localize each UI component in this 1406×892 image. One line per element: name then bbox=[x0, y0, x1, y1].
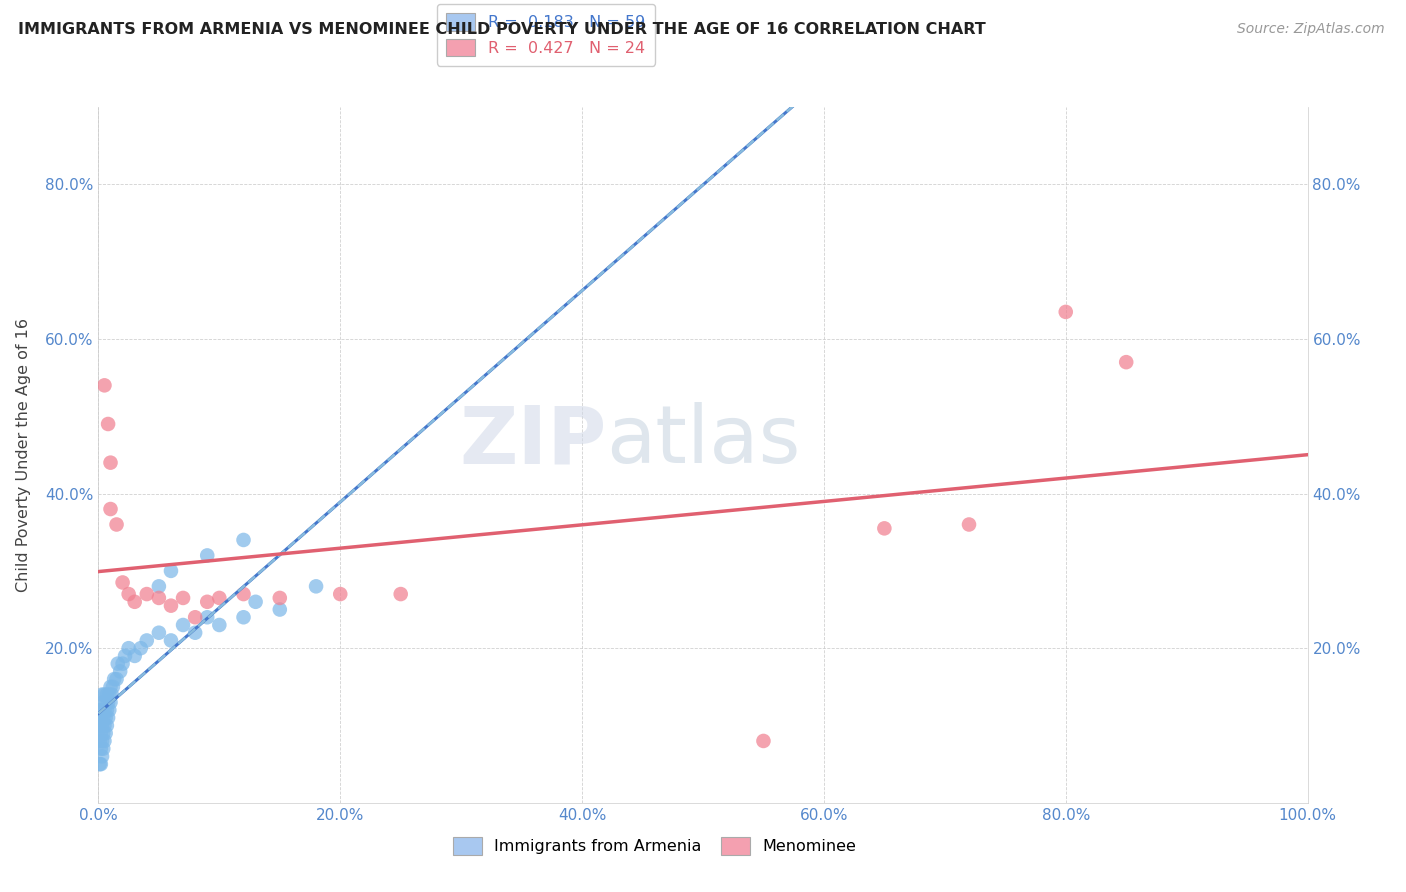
Point bbox=[148, 591, 170, 605]
Point bbox=[108, 665, 131, 679]
Point bbox=[105, 672, 128, 686]
Point bbox=[160, 599, 183, 613]
Point bbox=[89, 734, 111, 748]
Point bbox=[90, 711, 112, 725]
Point bbox=[98, 688, 121, 702]
Point bbox=[97, 417, 120, 431]
Point bbox=[111, 575, 134, 590]
Point bbox=[232, 533, 254, 547]
Point bbox=[91, 749, 114, 764]
Point bbox=[100, 502, 122, 516]
Point bbox=[91, 695, 114, 709]
Point bbox=[97, 711, 120, 725]
Point bbox=[1054, 305, 1077, 319]
Point bbox=[232, 587, 254, 601]
Point bbox=[160, 633, 183, 648]
Point bbox=[389, 587, 412, 601]
Point bbox=[100, 695, 122, 709]
Point bbox=[100, 680, 122, 694]
Text: Source: ZipAtlas.com: Source: ZipAtlas.com bbox=[1237, 22, 1385, 37]
Point bbox=[245, 595, 267, 609]
Point bbox=[100, 688, 122, 702]
Point bbox=[957, 517, 980, 532]
Point bbox=[195, 595, 218, 609]
Point bbox=[89, 757, 111, 772]
Point bbox=[114, 648, 136, 663]
Point bbox=[118, 641, 141, 656]
Point bbox=[124, 595, 146, 609]
Point bbox=[90, 726, 112, 740]
Point bbox=[208, 591, 231, 605]
Point bbox=[118, 587, 141, 601]
Point bbox=[752, 734, 775, 748]
Point bbox=[91, 726, 114, 740]
Point bbox=[93, 718, 115, 732]
Point bbox=[91, 718, 114, 732]
Point bbox=[97, 695, 120, 709]
Point bbox=[91, 734, 114, 748]
Point bbox=[96, 718, 118, 732]
Point bbox=[269, 602, 291, 616]
Point bbox=[93, 378, 115, 392]
Point bbox=[91, 741, 114, 756]
Point bbox=[232, 610, 254, 624]
Point bbox=[89, 703, 111, 717]
Point bbox=[195, 549, 218, 563]
Point bbox=[96, 688, 118, 702]
Point bbox=[93, 703, 115, 717]
Point bbox=[90, 757, 112, 772]
Point bbox=[1115, 355, 1137, 369]
Point bbox=[94, 711, 117, 725]
Point bbox=[91, 711, 114, 725]
Text: IMMIGRANTS FROM ARMENIA VS MENOMINEE CHILD POVERTY UNDER THE AGE OF 16 CORRELATI: IMMIGRANTS FROM ARMENIA VS MENOMINEE CHI… bbox=[18, 22, 986, 37]
Point bbox=[111, 657, 134, 671]
Point bbox=[129, 641, 152, 656]
Point bbox=[873, 521, 896, 535]
Point bbox=[172, 618, 194, 632]
Point bbox=[94, 695, 117, 709]
Point bbox=[148, 625, 170, 640]
Point bbox=[94, 726, 117, 740]
Point bbox=[148, 579, 170, 593]
Text: atlas: atlas bbox=[606, 402, 800, 480]
Point bbox=[184, 625, 207, 640]
Point bbox=[135, 633, 157, 648]
Legend: Immigrants from Armenia, Menominee: Immigrants from Armenia, Menominee bbox=[447, 830, 863, 861]
Point bbox=[91, 688, 114, 702]
Point bbox=[195, 610, 218, 624]
Point bbox=[93, 688, 115, 702]
Point bbox=[124, 648, 146, 663]
Point bbox=[105, 517, 128, 532]
Point bbox=[172, 591, 194, 605]
Point bbox=[96, 703, 118, 717]
Point bbox=[101, 680, 124, 694]
Point bbox=[89, 718, 111, 732]
Point bbox=[160, 564, 183, 578]
Point bbox=[269, 591, 291, 605]
Point bbox=[208, 618, 231, 632]
Point bbox=[91, 703, 114, 717]
Text: ZIP: ZIP bbox=[458, 402, 606, 480]
Point bbox=[90, 741, 112, 756]
Y-axis label: Child Poverty Under the Age of 16: Child Poverty Under the Age of 16 bbox=[17, 318, 31, 592]
Point bbox=[329, 587, 352, 601]
Point bbox=[103, 672, 125, 686]
Point bbox=[184, 610, 207, 624]
Point bbox=[135, 587, 157, 601]
Point bbox=[98, 703, 121, 717]
Point bbox=[100, 456, 122, 470]
Point bbox=[107, 657, 129, 671]
Point bbox=[93, 734, 115, 748]
Point bbox=[305, 579, 328, 593]
